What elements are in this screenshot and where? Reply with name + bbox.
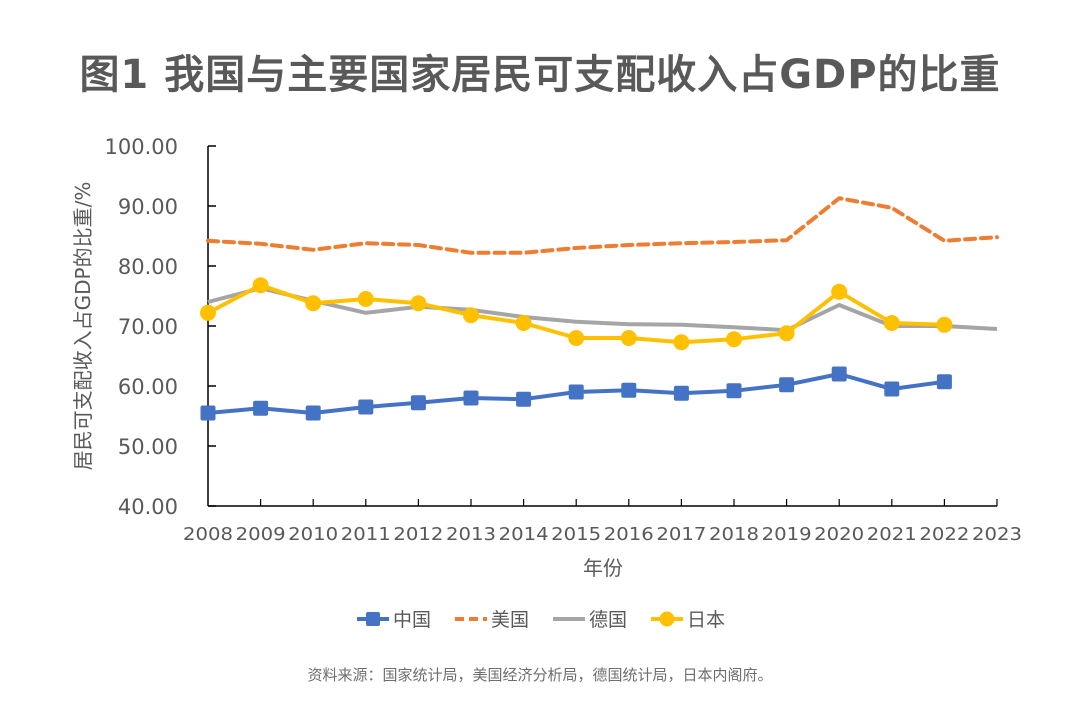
data-point-circle [200, 304, 216, 321]
data-point-square [779, 377, 795, 393]
source-note: 资料来源：国家统计局，美国经济分析局，德国统计局，日本内阁府。 [307, 666, 773, 684]
y-tick-label: 90.00 [118, 195, 178, 219]
x-tick-label: 2018 [709, 524, 759, 545]
x-tick-label: 2010 [288, 524, 338, 545]
legend-label: 德国 [589, 609, 628, 631]
x-tick-label: 2022 [919, 524, 969, 545]
legend-line-icon [553, 616, 585, 621]
chart-title: 图1 我国与主要国家居民可支配收入占GDP的比重 [79, 52, 1001, 98]
data-point-square [936, 374, 952, 390]
data-point-square [568, 384, 584, 400]
legend-item-usa[interactable]: 美国 [453, 605, 529, 632]
y-tick-label: 40.00 [118, 495, 178, 519]
data-point-square [358, 399, 374, 415]
data-point-square [673, 385, 689, 401]
data-point-circle [305, 295, 322, 312]
data-point-square [463, 390, 479, 406]
x-tick-label: 2023 [972, 524, 1022, 545]
x-tick-label: 2015 [551, 524, 601, 545]
x-tick-label: 2009 [236, 524, 286, 545]
data-point-square [726, 383, 742, 399]
x-tick-label: 2021 [867, 524, 917, 545]
series-line-德国 [207, 286, 998, 333]
data-point-square [884, 381, 900, 397]
legend-label: 日本 [687, 609, 726, 631]
y-tick-label: 60.00 [118, 375, 178, 399]
legend: 中国 美国 德国 日本 [0, 605, 1080, 632]
legend-label: 美国 [490, 609, 529, 631]
data-point-circle [936, 316, 953, 333]
data-point-square [410, 395, 426, 411]
y-tick-label: 80.00 [118, 255, 178, 279]
x-tick-label: 2016 [604, 524, 654, 545]
legend-dashed-line-icon [454, 616, 487, 621]
data-point-circle [673, 334, 690, 351]
legend-item-china[interactable]: 中国 [355, 605, 431, 632]
y-axis-label: 居民可支配收入占GDP的比重/% [71, 182, 95, 471]
data-point-circle [778, 325, 795, 342]
x-tick-label: 2011 [341, 524, 391, 545]
x-tick-label: 2013 [446, 524, 496, 545]
line-chart: 40.00 50.00 60.00 70.00 80.00 90.00 100.00 2008… [71, 135, 1022, 580]
data-point-circle [883, 315, 900, 331]
data-point-circle [726, 331, 742, 348]
x-axis-label: 年份 [583, 556, 623, 580]
series-line-美国 [206, 196, 999, 255]
data-point-square [200, 405, 216, 421]
data-point-circle [620, 330, 637, 346]
legend-item-germany[interactable]: 德国 [551, 605, 627, 632]
data-point-circle [515, 315, 532, 331]
y-tick-label: 100.00 [105, 135, 178, 159]
data-point-square [305, 405, 321, 421]
data-point-square [831, 366, 847, 382]
legend-marker-circle-icon [651, 611, 684, 626]
data-point-circle [252, 277, 269, 294]
data-point-circle [568, 330, 585, 346]
data-point-square [621, 382, 637, 398]
x-tick-label: 2017 [656, 524, 706, 545]
legend-item-japan[interactable]: 日本 [649, 605, 725, 632]
data-point-circle [463, 307, 479, 324]
legend-marker-square-icon [356, 611, 389, 626]
data-point-square [253, 400, 269, 416]
x-tick-label: 2020 [814, 524, 864, 545]
y-tick-label: 50.00 [118, 435, 178, 459]
legend-label: 中国 [392, 609, 431, 631]
data-point-circle [357, 291, 374, 307]
x-tick-label: 2012 [393, 524, 443, 545]
x-tick-label: 2008 [183, 524, 233, 545]
x-tick-label: 2014 [499, 524, 549, 545]
x-tick-label: 2019 [762, 524, 812, 545]
data-point-square [516, 391, 532, 407]
data-point-circle [410, 295, 427, 312]
data-point-circle [831, 283, 848, 300]
y-tick-label: 70.00 [118, 315, 178, 339]
